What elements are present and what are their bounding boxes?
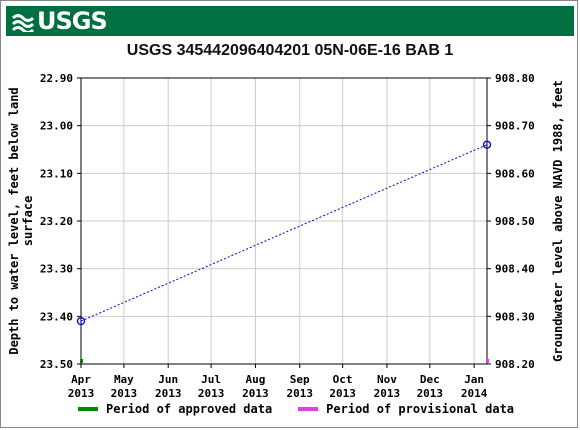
x-tick-year: 2013 — [329, 387, 356, 400]
approved-swatch — [78, 407, 98, 411]
usgs-logo-text: USGS — [37, 7, 108, 35]
left-axis-label-line1: Depth to water level, feet below land — [7, 87, 21, 354]
x-tick-year: 2013 — [417, 387, 444, 400]
approved-label: Period of approved data — [106, 402, 273, 416]
x-tick-month: Aug — [245, 373, 265, 386]
right-axis: 908.80 908.70 908.60 908.50 908.40 908.30 908.… — [487, 72, 535, 371]
chart-title: USGS 345442096404201 05N-06E-16 BAB 1 — [126, 42, 454, 59]
series-layer — [76, 140, 492, 363]
x-tick-month: Jun — [158, 373, 178, 386]
usgs-logo: USGS — [12, 7, 108, 35]
right-tick-label: 908.20 — [495, 358, 535, 371]
x-tick-month: Jul — [201, 373, 221, 386]
right-axis-label: Groundwater level above NAVD 1988, feet — [551, 80, 565, 362]
usgs-header-bar: USGS — [6, 6, 574, 36]
x-tick-year: 2013 — [242, 387, 269, 400]
provisional-period-mark — [486, 359, 489, 363]
x-tick-year: 2013 — [286, 387, 313, 400]
left-tick-label: 23.50 — [40, 358, 73, 371]
x-tick-year: 2013 — [111, 387, 138, 400]
x-tick-month: Jan — [464, 373, 484, 386]
legend-provisional: Period of provisional data — [298, 402, 514, 416]
x-tick-month: Nov — [377, 373, 397, 386]
legend: Period of approved data Period of provis… — [78, 402, 540, 416]
x-tick-year: 2013 — [198, 387, 225, 400]
left-tick-label: 23.30 — [40, 263, 73, 276]
left-axis-label-line2: surface — [21, 196, 35, 247]
left-axis: 22.90 23.00 23.10 23.20 23.30 23.40 23.50 — [40, 72, 81, 371]
grid-lines — [81, 78, 487, 364]
left-tick-label: 23.40 — [40, 310, 73, 323]
series-line — [80, 144, 488, 322]
left-tick-label: 22.90 — [40, 72, 73, 85]
data-point — [76, 316, 86, 326]
x-tick-month: Apr — [71, 373, 91, 386]
right-tick-label: 908.30 — [495, 310, 535, 323]
x-tick-year: 2013 — [374, 387, 401, 400]
x-axis: Apr2013May2013Jun2013Jul2013Aug2013Sep20… — [68, 364, 488, 400]
x-tick-month: Sep — [290, 373, 310, 386]
x-tick-year: 2014 — [461, 387, 488, 400]
left-tick-label: 23.10 — [40, 167, 73, 180]
x-tick-month: Oct — [333, 373, 353, 386]
legend-approved: Period of approved data — [78, 402, 272, 416]
right-tick-label: 908.40 — [495, 263, 535, 276]
right-tick-label: 908.50 — [495, 215, 535, 228]
right-tick-label: 908.60 — [495, 167, 535, 180]
approved-period-mark — [80, 359, 83, 363]
x-tick-year: 2013 — [68, 387, 95, 400]
usgs-wave-icon — [12, 14, 34, 32]
x-tick-month: Dec — [420, 373, 440, 386]
provisional-swatch — [298, 407, 319, 411]
right-tick-label: 908.80 — [495, 72, 535, 85]
provisional-label: Period of provisional data — [326, 402, 515, 416]
data-point — [482, 140, 492, 149]
left-tick-label: 23.00 — [40, 120, 73, 133]
left-axis-label: Depth to water level, feet below landsur… — [7, 87, 35, 354]
left-tick-label: 23.20 — [40, 215, 73, 228]
x-tick-year: 2013 — [155, 387, 182, 400]
x-tick-month: May — [114, 373, 134, 386]
right-tick-label: 908.70 — [495, 120, 535, 133]
